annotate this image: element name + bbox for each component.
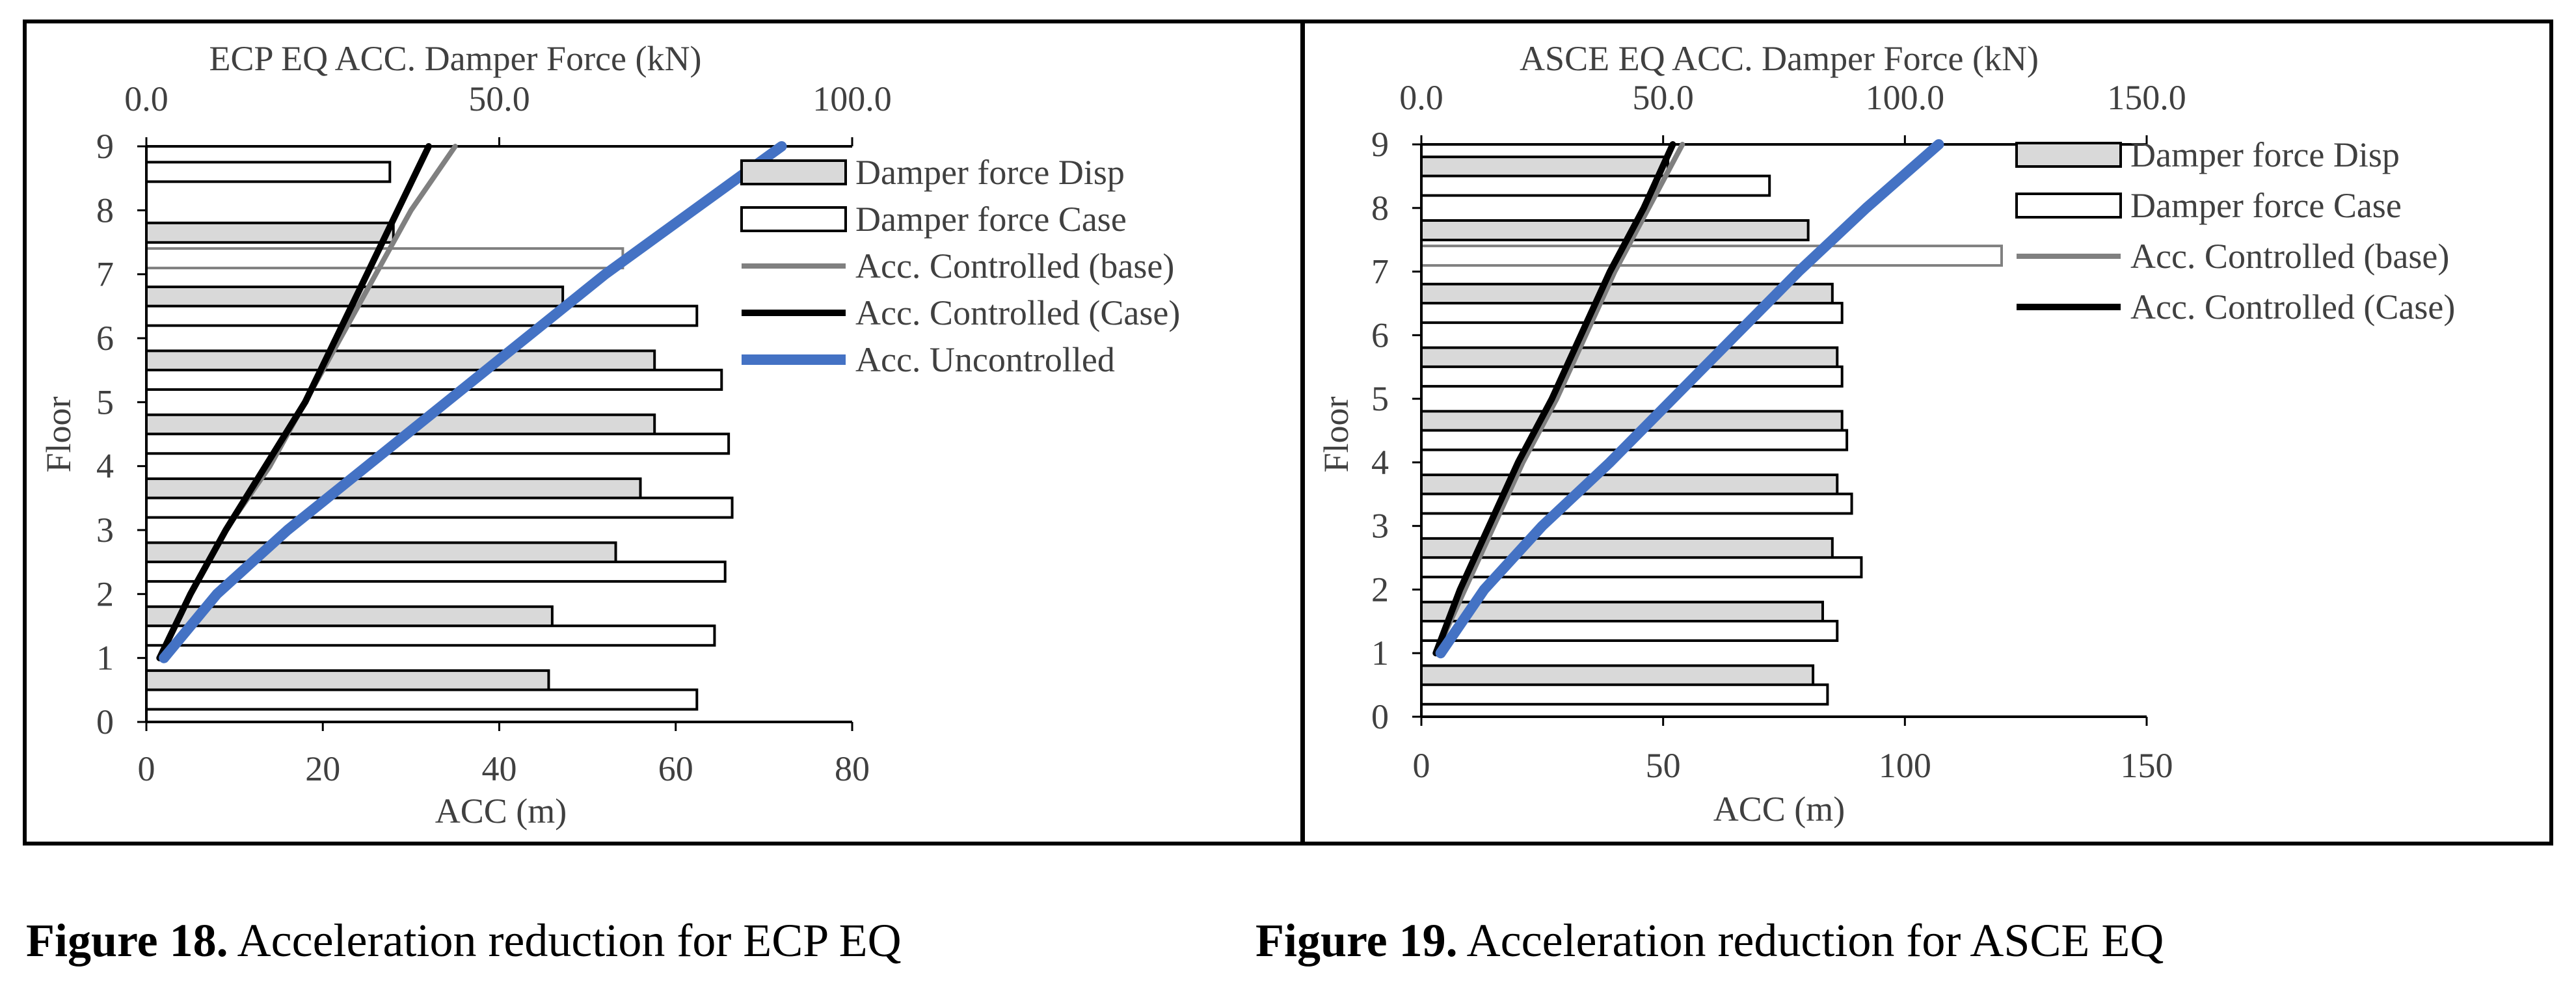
c1-y-tick-label-6: 6 — [1371, 315, 1389, 354]
c0-x-tick-label-1: 20 — [305, 749, 340, 788]
figure-19-text: Acceleration reduction for ASCE EQ — [1457, 914, 2164, 966]
c0-x2-tick-label-2: 100.0 — [812, 79, 892, 118]
c1-bar-disp-0 — [1420, 664, 1815, 687]
c0-bar-disp-7 — [145, 221, 395, 244]
c1-bar-disp-4 — [1420, 410, 1844, 433]
c1-y-tick-label-4: 4 — [1371, 443, 1389, 482]
c0-x-tick-label-4: 80 — [835, 749, 870, 788]
c1-y-tick-label-2: 2 — [1371, 570, 1389, 609]
c0-y-tick-label-9: 9 — [96, 127, 114, 166]
c0-x-tick-label-2: 40 — [482, 749, 517, 788]
c1-x-tick-label-2: 100 — [1879, 746, 1931, 785]
figure-18-caption: Figure 18. Acceleration reduction for EC… — [26, 914, 902, 968]
c0-bar-case-7 — [145, 161, 392, 183]
c1-x2-tick-label-2: 100.0 — [1866, 78, 1945, 117]
c0-x2-tick-label-1: 50.0 — [468, 79, 530, 118]
c0-y-tick-label-6: 6 — [96, 319, 114, 358]
c1-series-line-1 — [1432, 141, 1676, 657]
c0-series-line-1 — [156, 143, 432, 661]
c0-y-axis-label: Floor — [39, 396, 78, 472]
figure-18-text: Acceleration reduction for ECP EQ — [228, 914, 902, 966]
c1-bar-base-0 — [1420, 245, 2003, 267]
c1-y-tick-label-0: 0 — [1371, 697, 1389, 736]
c1-legend-key-1 — [2015, 193, 2122, 219]
c1-chart-title: ASCE EQ ACC. Damper Force (kN) — [1520, 39, 2039, 78]
c1-legend-key-0 — [2015, 142, 2122, 168]
c1-y-tick-label-1: 1 — [1371, 633, 1389, 673]
c0-y-tick-label-5: 5 — [96, 382, 114, 421]
c0-bar-disp-5 — [145, 349, 656, 372]
c1-bar-disp-7 — [1420, 219, 1810, 241]
c1-bar-case-0 — [1420, 683, 1829, 706]
c1-series-line-0 — [1433, 142, 1685, 656]
c0-y-tick-label-0: 0 — [96, 702, 114, 741]
c1-bar-disp-3 — [1420, 473, 1839, 496]
c0-y-tick-label-3: 3 — [96, 511, 114, 550]
c0-legend-key-1 — [740, 206, 847, 232]
c0-x-tick-label-0: 0 — [138, 749, 155, 788]
c1-bar-disp-5 — [1420, 346, 1839, 369]
c1-bar-disp-8 — [1420, 155, 1670, 178]
c0-y-tick-label-7: 7 — [96, 255, 114, 294]
c0-x-tick-label-3: 60 — [658, 749, 693, 788]
c1-bar-case-2 — [1420, 556, 1863, 579]
c1-bar-case-6 — [1420, 302, 1844, 325]
c1-y-tick-label-5: 5 — [1371, 379, 1389, 418]
c0-y-tick-label-2: 2 — [96, 574, 114, 613]
c0-bar-case-6 — [145, 304, 699, 327]
c0-y-tick-label-4: 4 — [96, 447, 114, 486]
c1-y-axis-label: Floor — [1317, 396, 1356, 472]
figure-18-label: Figure 18. — [26, 914, 228, 966]
c1-bar-case-7 — [1420, 174, 1771, 197]
c0-legend-label-4: Acc. Uncontrolled — [855, 340, 1115, 379]
c1-x-tick-label-0: 0 — [1413, 746, 1430, 785]
c0-legend-key-0 — [740, 159, 847, 185]
c0-legend-label-3: Acc. Controlled (Case) — [855, 293, 1180, 332]
c0-legend-label-1: Damper force Case — [855, 200, 1127, 239]
c0-chart-title: ECP EQ ACC. Damper Force (kN) — [209, 39, 702, 78]
c0-y-tick-label-1: 1 — [96, 639, 114, 678]
c0-series-line-2 — [159, 141, 787, 663]
c0-bar-case-0 — [145, 688, 699, 711]
c0-x-axis-label: ACC (m) — [435, 792, 567, 831]
c1-x-tick-label-3: 150 — [2121, 746, 2173, 785]
c0-legend-label-0: Damper force Disp — [855, 153, 1125, 192]
c1-x-axis-label: ACC (m) — [1713, 790, 1845, 829]
c1-x2-tick-label-1: 50.0 — [1632, 78, 1694, 117]
c1-bar-case-1 — [1420, 620, 1839, 642]
c1-series-line-2 — [1435, 139, 1944, 659]
c0-legend-label-2: Acc. Controlled (base) — [855, 246, 1174, 286]
c0-bar-case-1 — [145, 624, 716, 647]
c0-bar-case-4 — [145, 433, 731, 455]
c1-y-tick-label-7: 7 — [1371, 252, 1389, 291]
figure-19-label: Figure 19. — [1255, 914, 1458, 966]
c0-bar-disp-0 — [145, 669, 550, 692]
c1-x2-tick-label-0: 0.0 — [1399, 78, 1443, 117]
c0-bar-disp-4 — [145, 413, 656, 436]
c1-y-tick-label-3: 3 — [1371, 507, 1389, 546]
c0-y-tick-label-8: 8 — [96, 191, 114, 230]
c1-x2-tick-label-3: 150.0 — [2107, 78, 2186, 117]
c1-legend-label-3: Acc. Controlled (Case) — [2130, 287, 2455, 326]
c1-legend-label-2: Acc. Controlled (base) — [2130, 237, 2449, 276]
c1-legend-label-0: Damper force Disp — [2130, 135, 2400, 174]
c0-bar-case-5 — [145, 368, 723, 391]
c1-y-tick-label-9: 9 — [1371, 125, 1389, 164]
c0-bar-disp-3 — [145, 477, 642, 500]
c1-bar-case-3 — [1420, 492, 1853, 515]
c0-x2-tick-label-0: 0.0 — [124, 79, 168, 118]
c1-y-tick-label-8: 8 — [1371, 189, 1389, 228]
figure-19-caption: Figure 19. Acceleration reduction for AS… — [1255, 914, 2164, 968]
c1-bar-disp-1 — [1420, 600, 1824, 623]
c1-x-tick-label-1: 50 — [1646, 746, 1681, 785]
c1-legend-label-1: Damper force Case — [2130, 186, 2402, 225]
c1-bar-case-5 — [1420, 365, 1844, 388]
